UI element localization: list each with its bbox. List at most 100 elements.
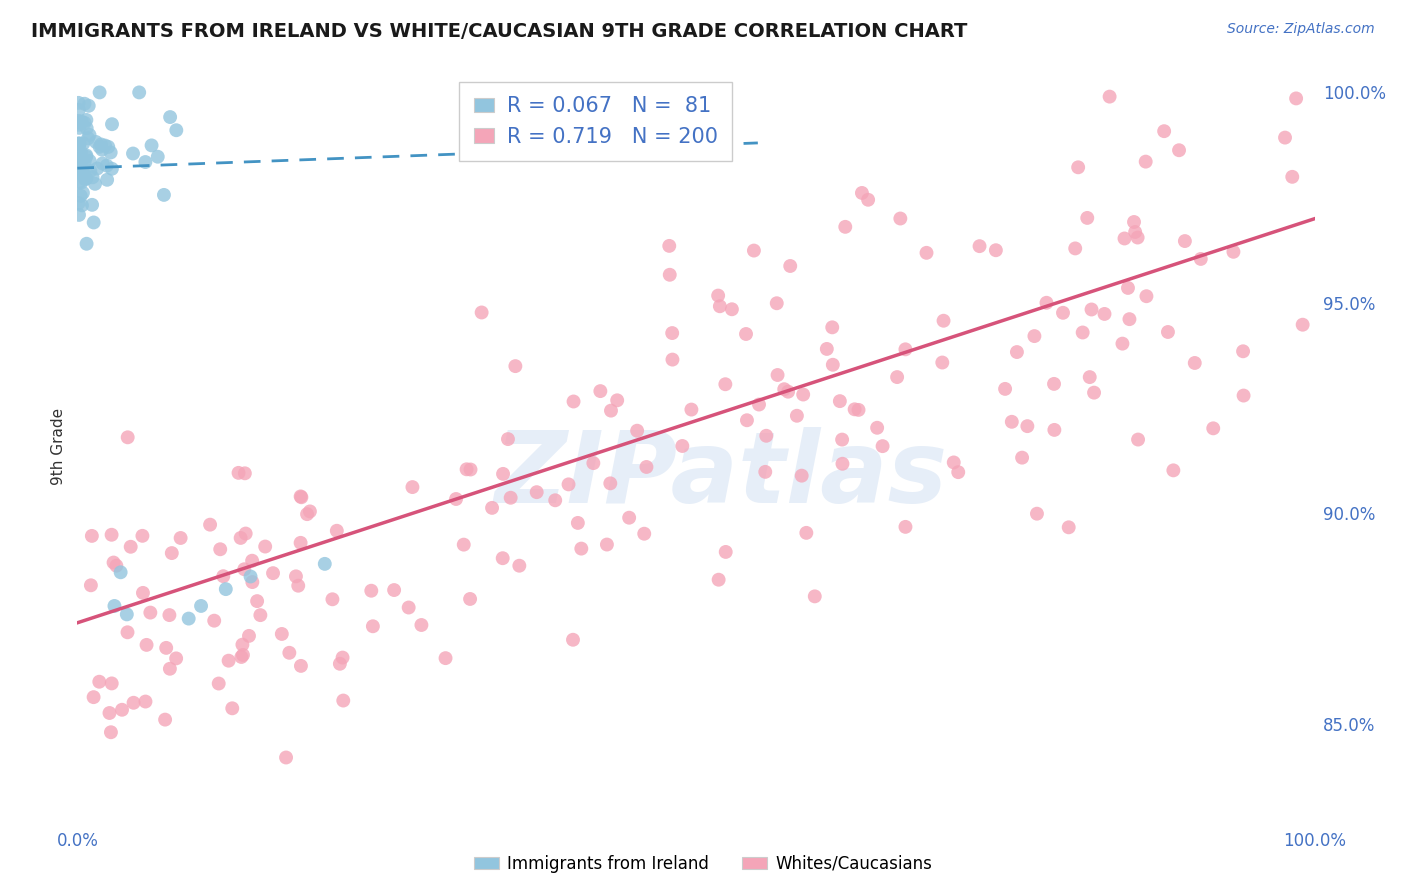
Text: IMMIGRANTS FROM IRELAND VS WHITE/CAUCASIAN 9TH GRADE CORRELATION CHART: IMMIGRANTS FROM IRELAND VS WHITE/CAUCASI… — [31, 22, 967, 41]
Point — [326, 524, 349, 538]
Point — [290, 490, 312, 504]
Point — [240, 554, 263, 568]
Point — [67, 208, 90, 222]
Point — [146, 150, 169, 164]
Point — [122, 146, 145, 161]
Point — [360, 583, 382, 598]
Point — [626, 424, 648, 438]
Point — [1043, 423, 1066, 437]
Point — [948, 465, 970, 479]
Point — [766, 368, 789, 382]
Legend: R = 0.067   N =  81, R = 0.719   N = 200: R = 0.067 N = 81, R = 0.719 N = 200 — [458, 82, 733, 161]
Point — [75, 150, 97, 164]
Point — [117, 430, 139, 444]
Point — [89, 674, 111, 689]
Point — [1078, 370, 1101, 384]
Point — [101, 161, 124, 176]
Point — [834, 219, 856, 234]
Point — [496, 432, 519, 446]
Point — [103, 599, 125, 613]
Point — [821, 358, 844, 372]
Point — [134, 155, 156, 169]
Point — [1285, 91, 1308, 105]
Point — [1017, 419, 1039, 434]
Point — [75, 148, 97, 162]
Point — [159, 110, 181, 124]
Point — [596, 537, 619, 551]
Point — [101, 117, 124, 131]
Point — [599, 476, 621, 491]
Point — [139, 606, 162, 620]
Point — [103, 556, 125, 570]
Point — [84, 177, 107, 191]
Point — [1189, 252, 1212, 266]
Point — [75, 112, 97, 127]
Point — [1153, 124, 1175, 138]
Point — [177, 611, 200, 625]
Point — [411, 618, 433, 632]
Point — [848, 403, 870, 417]
Point — [606, 393, 628, 408]
Point — [67, 160, 90, 174]
Point — [1071, 326, 1094, 340]
Point — [492, 467, 515, 481]
Point — [569, 541, 592, 556]
Point — [69, 189, 91, 203]
Point — [773, 382, 796, 396]
Point — [636, 460, 658, 475]
Point — [221, 701, 243, 715]
Point — [270, 627, 292, 641]
Point — [471, 305, 494, 319]
Point — [314, 557, 336, 571]
Point — [633, 526, 655, 541]
Point — [218, 654, 240, 668]
Point — [932, 314, 955, 328]
Point — [1232, 388, 1254, 402]
Point — [779, 259, 801, 273]
Point — [321, 592, 343, 607]
Point — [278, 646, 301, 660]
Point — [1126, 230, 1149, 244]
Point — [889, 211, 911, 226]
Point — [89, 140, 111, 154]
Point — [444, 491, 467, 506]
Point — [229, 531, 252, 545]
Point — [1274, 130, 1296, 145]
Point — [994, 382, 1017, 396]
Point — [75, 172, 97, 186]
Point — [1064, 241, 1087, 255]
Point — [82, 198, 104, 212]
Point — [456, 462, 478, 476]
Point — [77, 131, 100, 145]
Point — [70, 176, 93, 190]
Point — [828, 394, 851, 409]
Point — [238, 629, 260, 643]
Point — [790, 468, 813, 483]
Point — [70, 198, 93, 212]
Point — [91, 156, 114, 170]
Point — [153, 713, 176, 727]
Point — [67, 118, 90, 132]
Point — [70, 156, 93, 170]
Point — [1291, 318, 1313, 332]
Point — [83, 215, 105, 229]
Point — [1011, 450, 1033, 465]
Point — [212, 569, 235, 583]
Point — [1222, 244, 1244, 259]
Point — [707, 288, 730, 302]
Point — [1076, 211, 1098, 225]
Point — [67, 116, 90, 130]
Point — [231, 638, 253, 652]
Point — [1281, 169, 1303, 184]
Point — [453, 538, 475, 552]
Point — [100, 528, 122, 542]
Point — [67, 136, 90, 151]
Point — [79, 153, 101, 168]
Point — [169, 531, 191, 545]
Point — [117, 625, 139, 640]
Point — [1024, 329, 1046, 343]
Point — [754, 465, 776, 479]
Point — [742, 244, 765, 258]
Point — [91, 143, 114, 157]
Point — [67, 136, 90, 151]
